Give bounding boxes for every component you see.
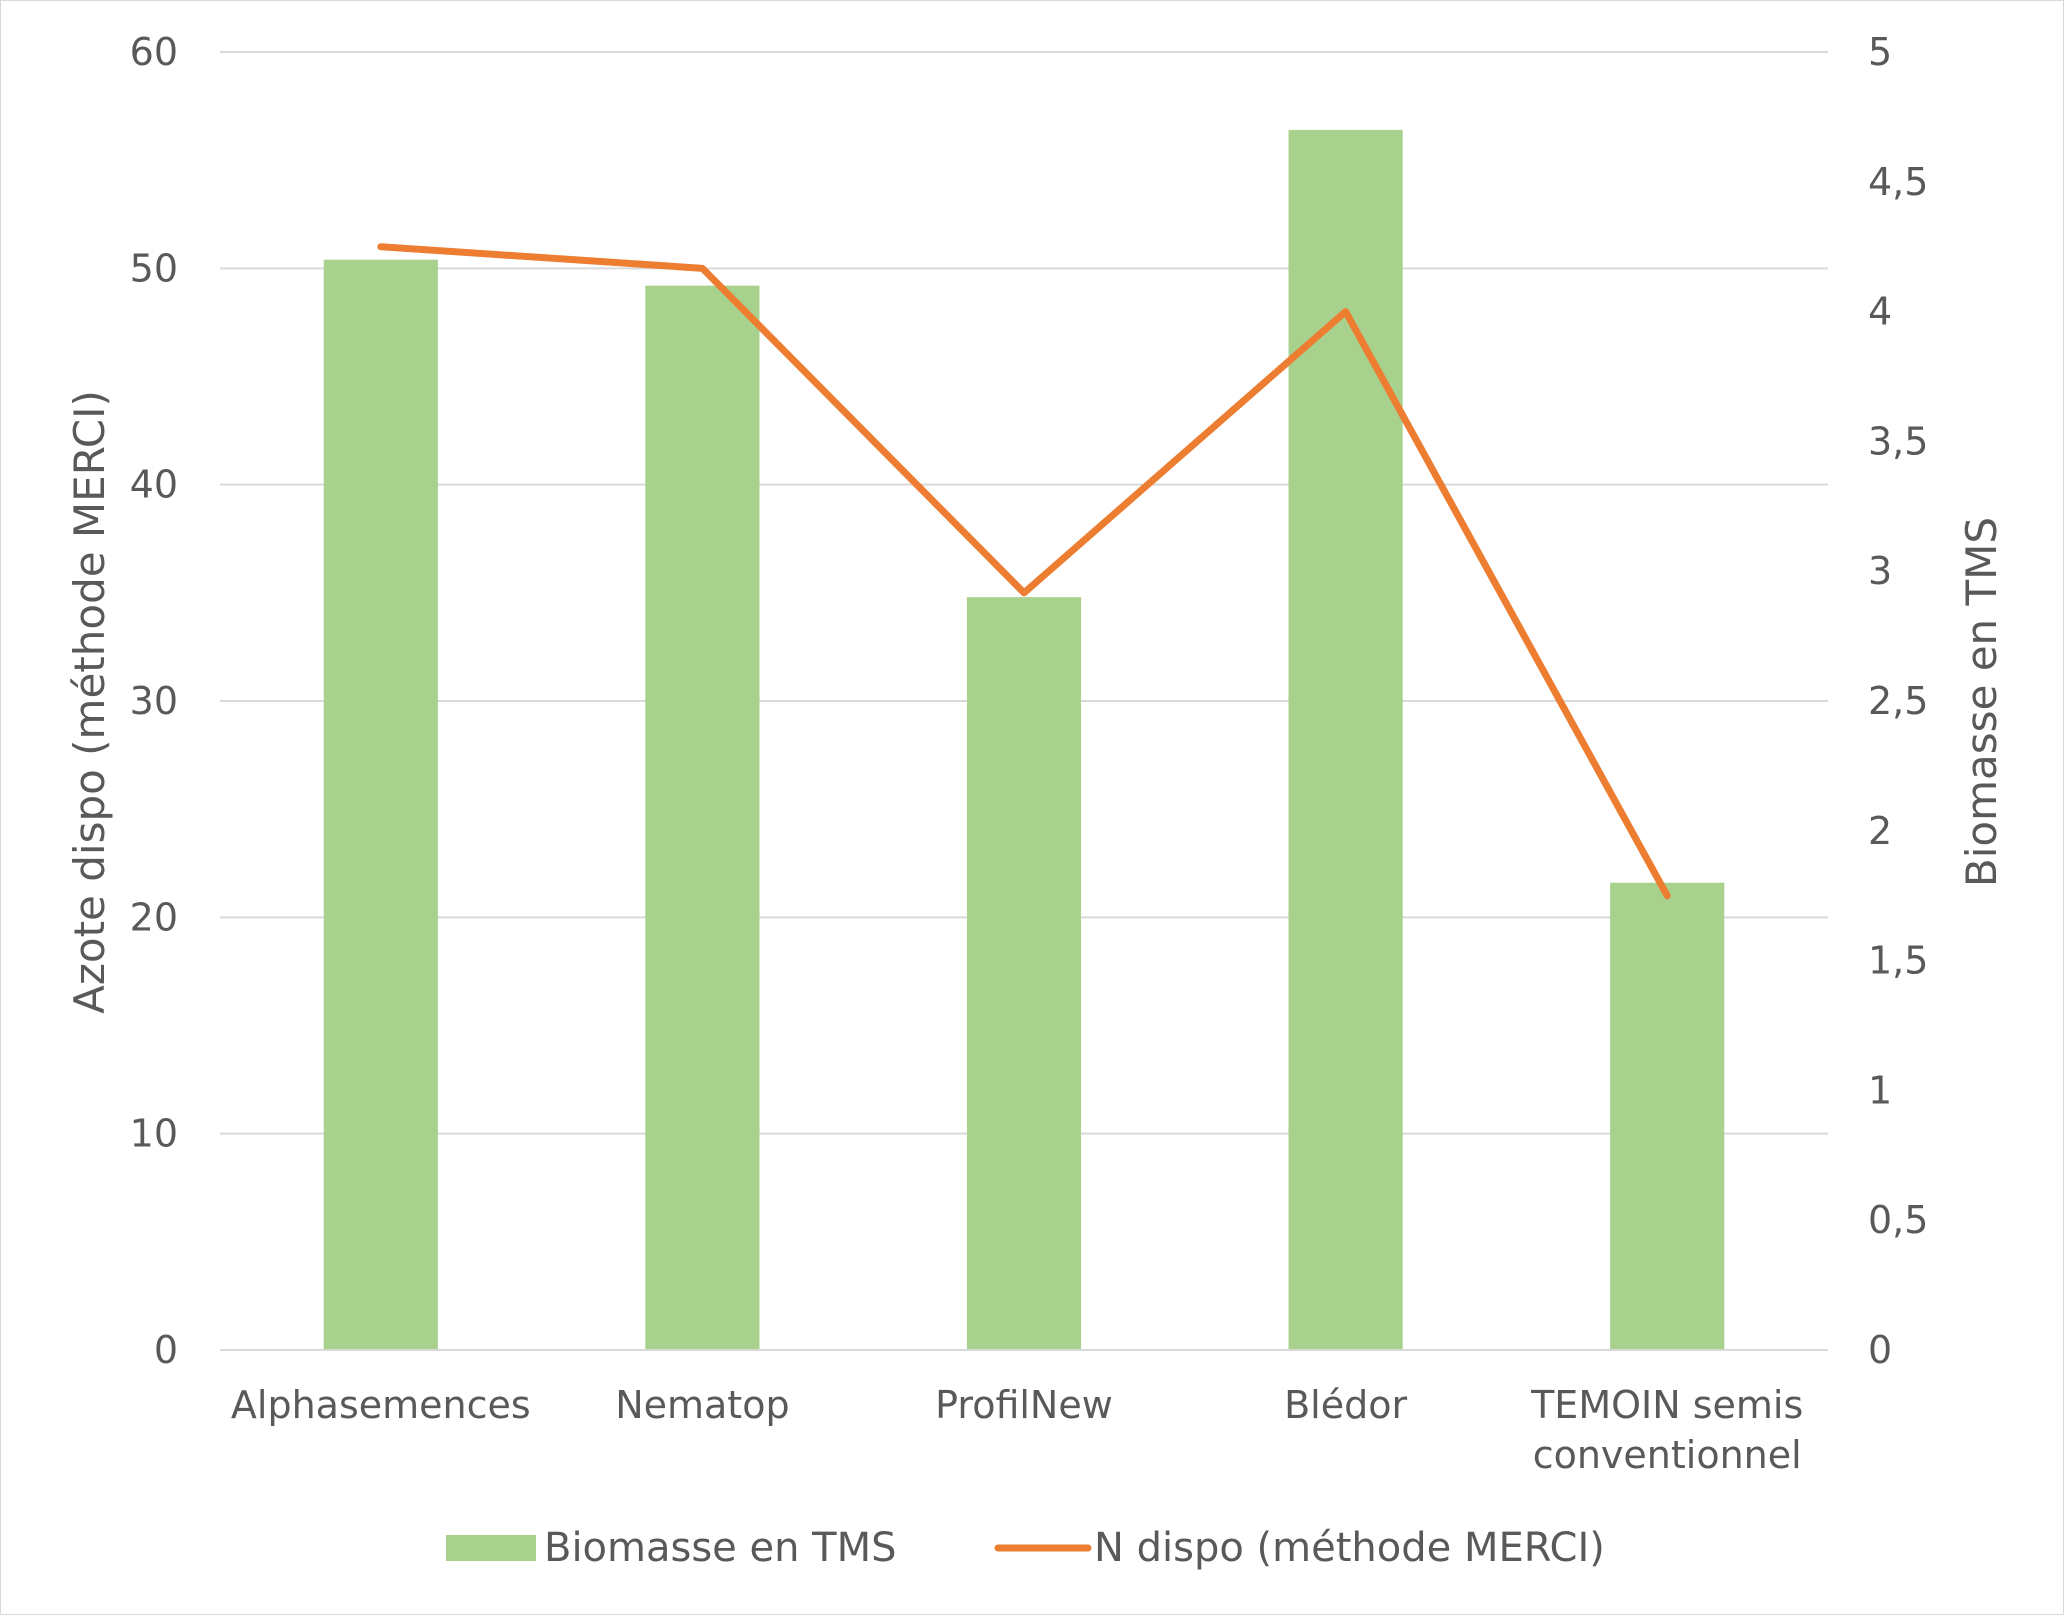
right-tick-label: 4,5 [1868, 160, 1928, 204]
right-tick-label: 2 [1868, 809, 1892, 853]
category-label: Blédor [1284, 1383, 1407, 1427]
line-series [377, 243, 1671, 900]
right-axis-ticks: 0 0,5 1 1,5 2 2,5 3 3,5 4 4,5 5 [1868, 30, 1928, 1372]
left-axis-ticks: 0 10 20 30 40 50 60 [130, 30, 178, 1372]
bar [966, 597, 1082, 1350]
bar-series [323, 129, 1725, 1351]
legend: Biomasse en TMS N dispo (méthode MERCI) [446, 1525, 1605, 1571]
right-tick-label: 0 [1868, 1328, 1892, 1372]
right-tick-label: 4 [1868, 290, 1892, 334]
right-tick-label: 5 [1868, 30, 1892, 74]
bar [1288, 129, 1403, 1350]
series-line [377, 243, 1671, 900]
category-label: ProfilNew [935, 1383, 1113, 1427]
left-tick-label: 50 [130, 246, 178, 290]
right-tick-label: 3,5 [1868, 419, 1928, 463]
right-tick-label: 2,5 [1868, 679, 1928, 723]
category-labels: Alphasemences Nematop ProfilNew Blédor TEMOI… [231, 1383, 1803, 1477]
right-tick-label: 3 [1868, 549, 1892, 593]
left-tick-label: 30 [130, 679, 178, 723]
bar [323, 259, 438, 1351]
category-label: TEMOIN semis conventionnel [1530, 1383, 1803, 1477]
left-tick-label: 10 [130, 1112, 178, 1156]
legend-label-bar: Biomasse en TMS [544, 1525, 897, 1571]
left-tick-label: 40 [130, 463, 178, 507]
legend-label-line: N dispo (méthode MERCI) [1094, 1525, 1605, 1571]
gridlines [220, 51, 1828, 1135]
right-tick-label: 0,5 [1868, 1198, 1928, 1242]
category-label: Alphasemences [231, 1383, 531, 1427]
category-label: Nematop [615, 1383, 789, 1427]
left-tick-label: 0 [154, 1328, 178, 1372]
left-axis-title: Azote dispo (méthode MERCI) [65, 390, 114, 1014]
bar [645, 285, 760, 1350]
right-tick-label: 1 [1868, 1068, 1892, 1112]
bar [1610, 882, 1725, 1350]
left-tick-label: 60 [130, 30, 178, 74]
legend-swatch-bar [446, 1535, 536, 1561]
left-tick-label: 20 [130, 895, 178, 939]
right-axis-title: Biomasse en TMS [1957, 517, 2006, 887]
right-tick-label: 1,5 [1868, 939, 1928, 983]
